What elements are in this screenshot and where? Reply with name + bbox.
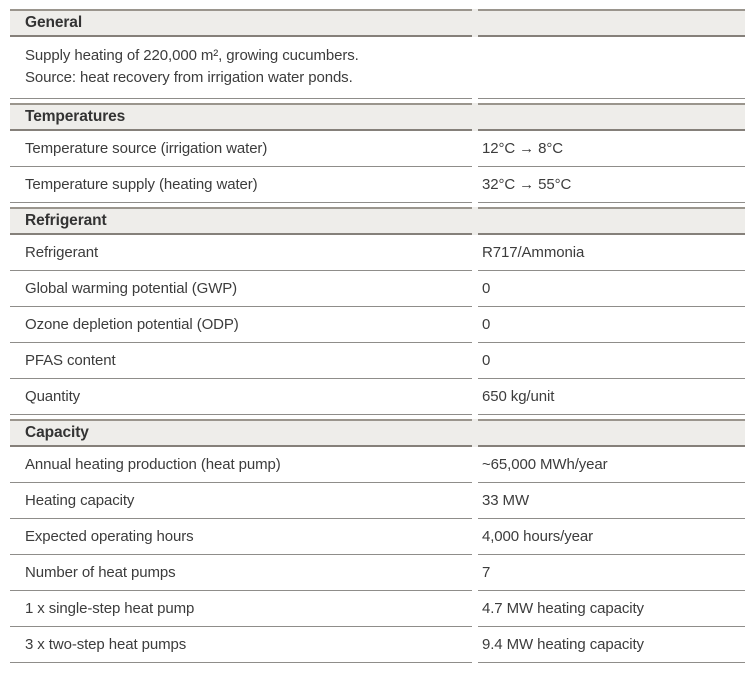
spec-table: General Supply heating of 220,000 m², gro… [10, 9, 745, 663]
row-value: 12°C → 8°C [478, 131, 745, 167]
table-row-annual-heating-production-heat-pump: Annual heating production (heat pump) ~65… [10, 447, 745, 483]
description-spacer [478, 37, 745, 99]
row-value: 0 [478, 271, 745, 307]
section-header-spacer [478, 9, 745, 37]
row-label: Temperature supply (heating water) [10, 167, 472, 203]
row-label: Annual heating production (heat pump) [10, 447, 472, 483]
table-row-temperature-source-irrigation-water: Temperature source (irrigation water) 12°… [10, 131, 745, 167]
table-row-ozone-depletion-potential-odp: Ozone depletion potential (ODP) 0 [10, 307, 745, 343]
row-value: 650 kg/unit [478, 379, 745, 415]
row-value: 0 [478, 307, 745, 343]
table-row-temperature-supply-heating-water: Temperature supply (heating water) 32°C →… [10, 167, 745, 203]
table-row-heating-capacity: Heating capacity 33 MW [10, 483, 745, 519]
row-value: 7 [478, 555, 745, 591]
description-row: Supply heating of 220,000 m², growing cu… [10, 37, 745, 99]
row-value: ~65,000 MWh/year [478, 447, 745, 483]
section-title: Refrigerant [10, 207, 472, 235]
row-label: Ozone depletion potential (ODP) [10, 307, 472, 343]
row-value: 32°C → 55°C [478, 167, 745, 203]
section-header-spacer [478, 207, 745, 235]
row-value: 0 [478, 343, 745, 379]
row-value: 9.4 MW heating capacity [478, 627, 745, 663]
row-label: 3 x two-step heat pumps [10, 627, 472, 663]
table-row-global-warming-potential-gwp: Global warming potential (GWP) 0 [10, 271, 745, 307]
table-row-number-of-heat-pumps: Number of heat pumps 7 [10, 555, 745, 591]
row-label: Temperature source (irrigation water) [10, 131, 472, 167]
row-value: R717/Ammonia [478, 235, 745, 271]
row-label: 1 x single-step heat pump [10, 591, 472, 627]
section-header-temperatures: Temperatures [10, 103, 745, 131]
description-line: Supply heating of 220,000 m², growing cu… [25, 47, 359, 64]
row-value: 4,000 hours/year [478, 519, 745, 555]
description-text: Supply heating of 220,000 m², growing cu… [10, 37, 472, 99]
section-title: Temperatures [10, 103, 472, 131]
row-label: Number of heat pumps [10, 555, 472, 591]
row-value: 4.7 MW heating capacity [478, 591, 745, 627]
section-header-spacer [478, 103, 745, 131]
section-header-general: General [10, 9, 745, 37]
row-label: Quantity [10, 379, 472, 415]
table-row-quantity: Quantity 650 kg/unit [10, 379, 745, 415]
description-line: Source: heat recovery from irrigation wa… [25, 69, 353, 86]
section-title: Capacity [10, 419, 472, 447]
section-title: General [10, 9, 472, 37]
row-label: Heating capacity [10, 483, 472, 519]
table-row-expected-operating-hours: Expected operating hours 4,000 hours/year [10, 519, 745, 555]
section-header-refrigerant: Refrigerant [10, 207, 745, 235]
table-row-3-x-two-step-heat-pumps: 3 x two-step heat pumps 9.4 MW heating ca… [10, 627, 745, 663]
section-header-spacer [478, 419, 745, 447]
row-label: Refrigerant [10, 235, 472, 271]
table-row-pfas-content: PFAS content 0 [10, 343, 745, 379]
table-row-1-x-single-step-heat-pump: 1 x single-step heat pump 4.7 MW heating … [10, 591, 745, 627]
row-label: Expected operating hours [10, 519, 472, 555]
row-value: 33 MW [478, 483, 745, 519]
table-row-refrigerant: Refrigerant R717/Ammonia [10, 235, 745, 271]
row-label: Global warming potential (GWP) [10, 271, 472, 307]
row-label: PFAS content [10, 343, 472, 379]
section-header-capacity: Capacity [10, 419, 745, 447]
